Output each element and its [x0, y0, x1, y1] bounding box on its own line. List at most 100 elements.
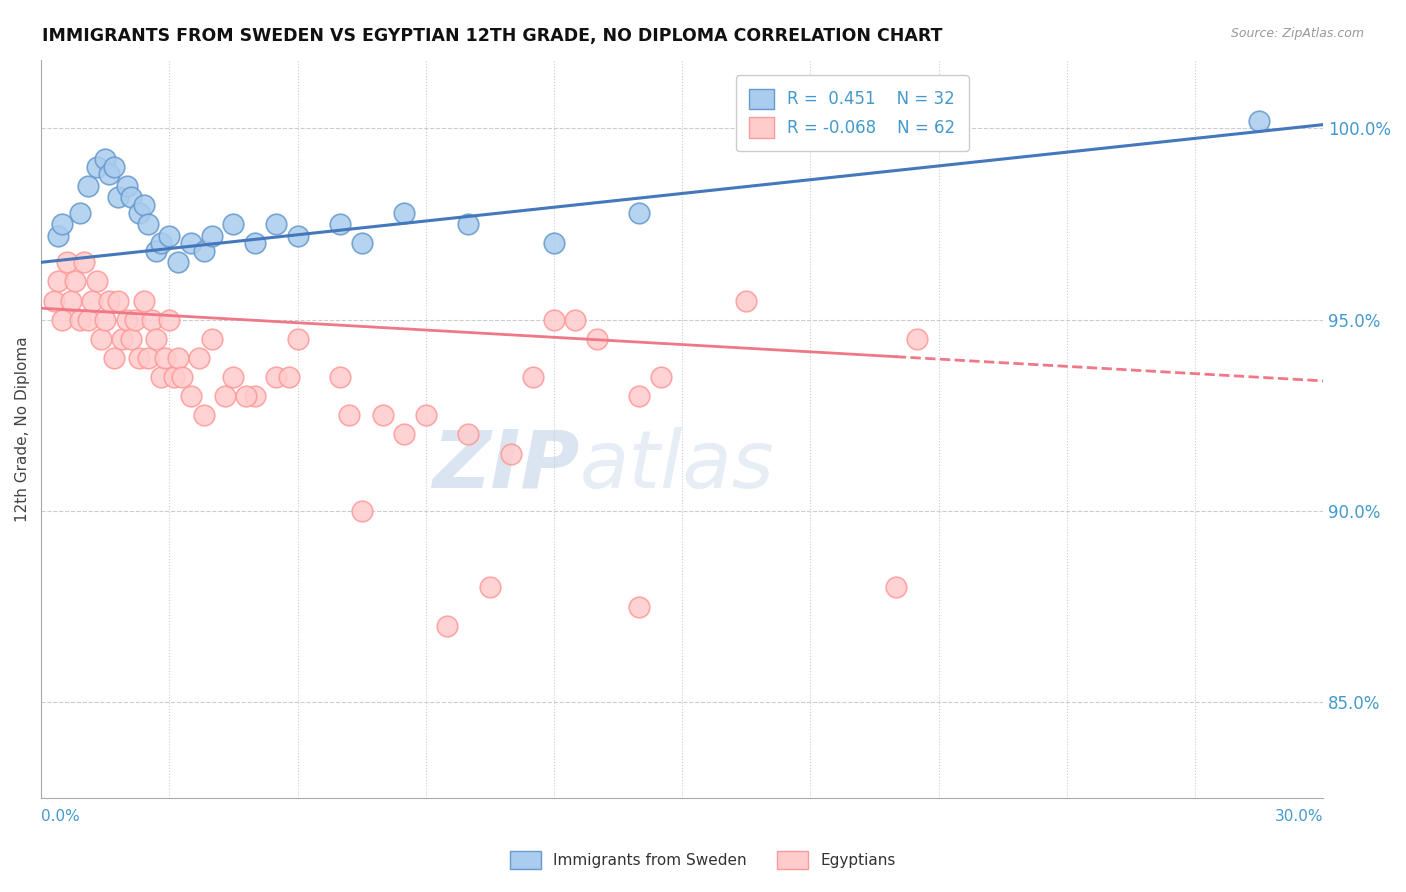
Point [73, 255, 96, 269]
Point [145, 332, 167, 346]
Text: IMMIGRANTS FROM SWEDEN VS EGYPTIAN 12TH GRADE, NO DIPLOMA CORRELATION CHART: IMMIGRANTS FROM SWEDEN VS EGYPTIAN 12TH … [42, 27, 942, 45]
Point [222, 370, 245, 384]
Point [46, 275, 69, 289]
Point [436, 618, 458, 632]
Point [141, 312, 163, 326]
Point [55, 255, 77, 269]
Point [167, 351, 190, 365]
Point [98, 167, 121, 181]
Point [564, 312, 586, 326]
Point [287, 332, 309, 346]
Point [543, 312, 565, 326]
Legend: Immigrants from Sweden, Egyptians: Immigrants from Sweden, Egyptians [505, 845, 901, 875]
Point [98, 293, 121, 308]
Point [543, 236, 565, 251]
Point [457, 217, 479, 231]
Point [107, 293, 129, 308]
Point [115, 178, 138, 193]
Point [522, 370, 544, 384]
Text: Source: ZipAtlas.com: Source: ZipAtlas.com [1230, 27, 1364, 40]
Point [1247, 113, 1270, 128]
Point [124, 312, 146, 326]
Point [132, 293, 155, 308]
Point [167, 255, 190, 269]
Point [394, 205, 416, 219]
Point [149, 236, 172, 251]
Point [287, 228, 309, 243]
Point [243, 389, 266, 403]
Point [69, 205, 91, 219]
Point [222, 217, 245, 231]
Point [329, 217, 352, 231]
Point [735, 293, 758, 308]
Point [103, 351, 125, 365]
Point [128, 351, 150, 365]
Point [278, 370, 301, 384]
Point [628, 599, 651, 614]
Point [193, 244, 215, 258]
Point [157, 312, 180, 326]
Point [132, 198, 155, 212]
Point [65, 275, 87, 289]
Point [51, 217, 73, 231]
Point [94, 152, 117, 166]
Point [501, 446, 523, 460]
Point [120, 190, 142, 204]
Point [103, 160, 125, 174]
Point [115, 312, 138, 326]
Text: 30.0%: 30.0% [1275, 809, 1323, 824]
Point [329, 370, 352, 384]
Point [350, 504, 373, 518]
Point [394, 427, 416, 442]
Point [136, 351, 159, 365]
Point [157, 228, 180, 243]
Point [86, 160, 108, 174]
Point [60, 293, 83, 308]
Point [90, 332, 112, 346]
Point [180, 236, 202, 251]
Point [172, 370, 194, 384]
Point [180, 389, 202, 403]
Point [94, 312, 117, 326]
Point [136, 217, 159, 231]
Point [243, 236, 266, 251]
Point [193, 409, 215, 423]
Point [478, 581, 501, 595]
Point [628, 389, 651, 403]
Text: 0.0%: 0.0% [41, 809, 80, 824]
Point [107, 190, 129, 204]
Point [884, 581, 907, 595]
Point [905, 332, 928, 346]
Point [77, 178, 100, 193]
Point [128, 205, 150, 219]
Legend: R =  0.451    N = 32, R = -0.068    N = 62: R = 0.451 N = 32, R = -0.068 N = 62 [735, 75, 969, 151]
Point [201, 332, 224, 346]
Point [46, 228, 69, 243]
Point [86, 275, 108, 289]
Point [457, 427, 479, 442]
Point [120, 332, 142, 346]
Point [188, 351, 211, 365]
Point [337, 409, 360, 423]
Point [153, 351, 176, 365]
Point [650, 370, 672, 384]
Point [162, 370, 184, 384]
Point [145, 244, 167, 258]
Text: atlas: atlas [579, 426, 775, 505]
Point [350, 236, 373, 251]
Point [111, 332, 134, 346]
Point [628, 205, 651, 219]
Point [214, 389, 236, 403]
Point [77, 312, 100, 326]
Point [42, 293, 65, 308]
Text: ZIP: ZIP [432, 426, 579, 505]
Point [585, 332, 607, 346]
Point [371, 409, 394, 423]
Point [264, 370, 287, 384]
Y-axis label: 12th Grade, No Diploma: 12th Grade, No Diploma [15, 336, 30, 522]
Point [201, 228, 224, 243]
Point [149, 370, 172, 384]
Point [51, 312, 73, 326]
Point [69, 312, 91, 326]
Point [82, 293, 104, 308]
